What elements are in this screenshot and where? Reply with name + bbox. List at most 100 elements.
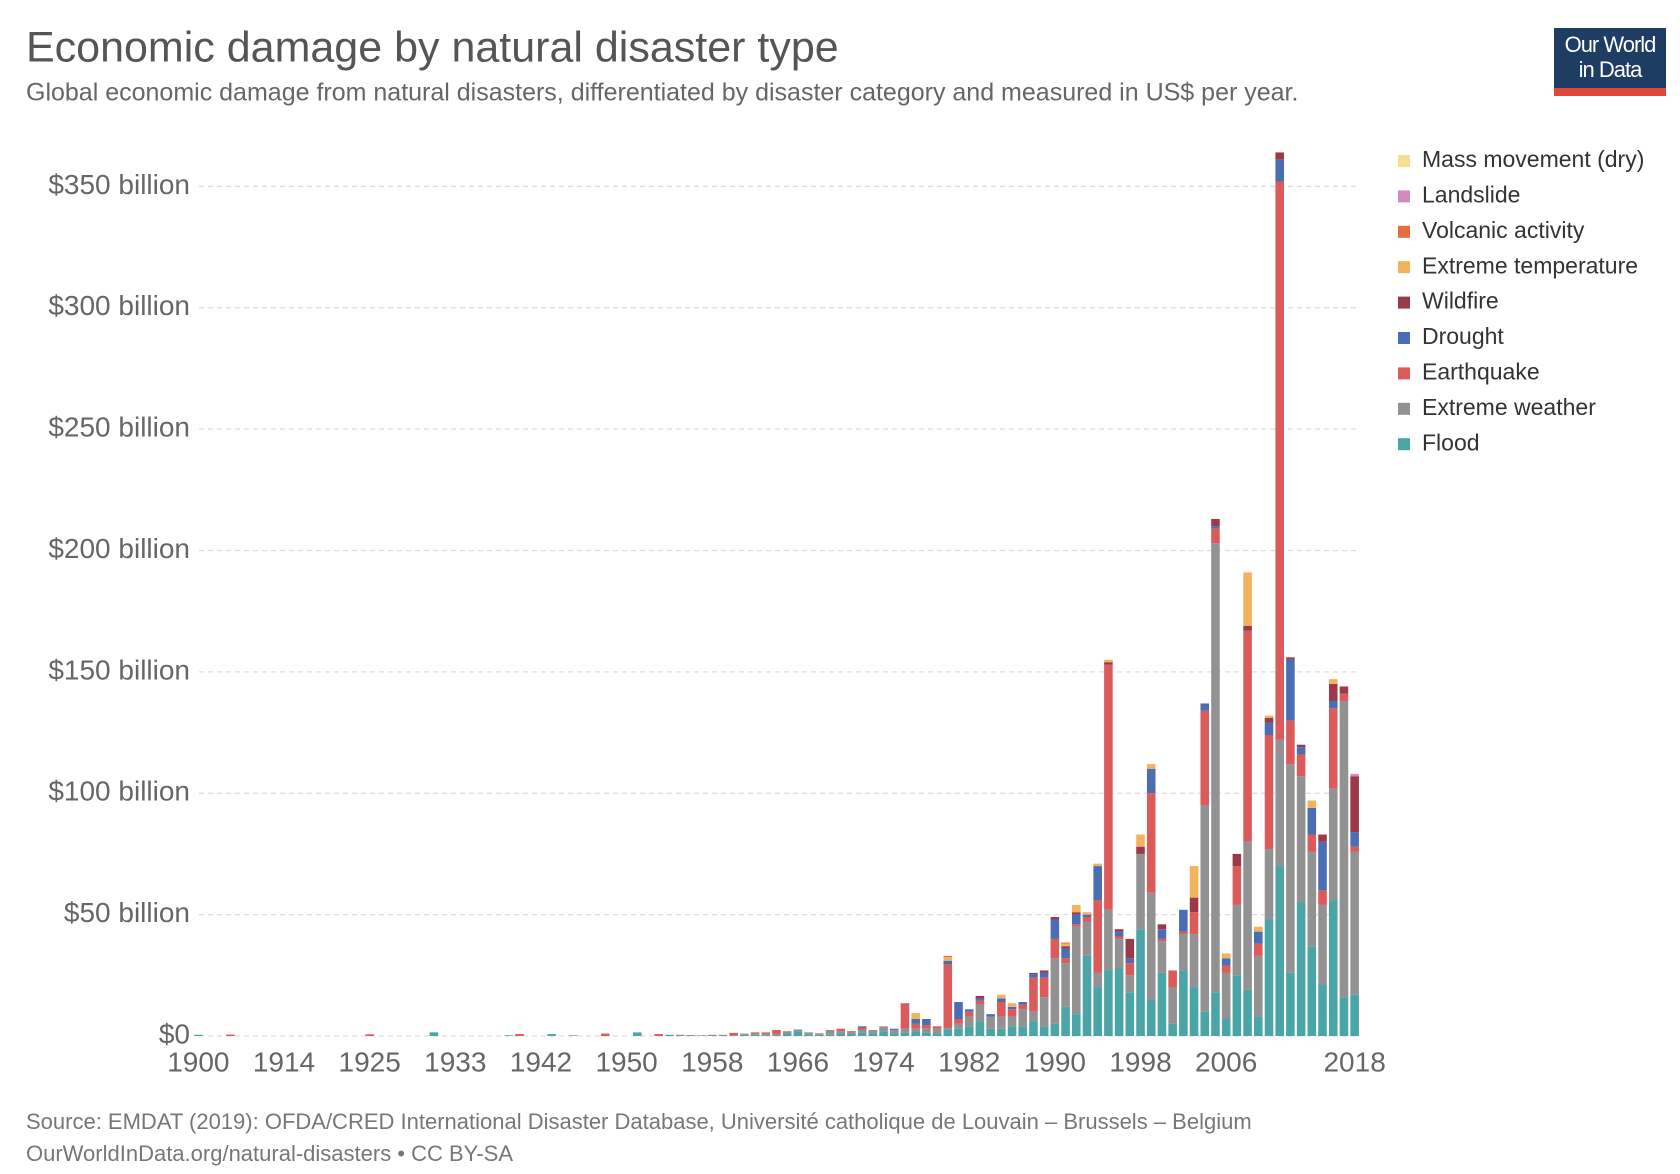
bar-segment [600, 1033, 610, 1036]
bar-segment [943, 964, 953, 1028]
bar-segment [1104, 664, 1113, 910]
bar-segment [1071, 912, 1081, 915]
bar-segment [1050, 1023, 1060, 1036]
bar-segment [1221, 1019, 1231, 1036]
bar-segment [1125, 963, 1135, 976]
bar-segment [1243, 841, 1252, 990]
bar-segment [1307, 807, 1317, 835]
bar-segment [954, 1023, 963, 1029]
bar-segment [847, 1031, 856, 1033]
bar-segment [1179, 970, 1188, 1036]
legend-label: Drought [1422, 323, 1504, 349]
bar-segment [1243, 989, 1252, 1036]
legend-swatch [1398, 402, 1410, 415]
legend-swatch [1398, 225, 1410, 238]
bar-segment [1071, 914, 1081, 925]
bar-segment [997, 998, 1006, 1003]
bar-segment [986, 1016, 995, 1029]
bar-segment [1264, 919, 1274, 1036]
bar-segment [1061, 1006, 1070, 1036]
bar-segment [1146, 793, 1156, 893]
bar-segment [964, 1016, 974, 1027]
bar-segment [1264, 849, 1274, 920]
bar-segment [750, 1033, 760, 1035]
bar-segment [857, 1026, 867, 1028]
bar-segment [1007, 1003, 1017, 1007]
bar-segment [1211, 992, 1220, 1036]
bar-segment [1350, 776, 1359, 833]
bar-segment [1071, 904, 1081, 913]
legend-swatch [1398, 261, 1410, 274]
bar-segment [1254, 1016, 1263, 1036]
bar-segment [932, 1026, 942, 1029]
bar-segment [1146, 768, 1156, 794]
bar-segment [194, 1034, 203, 1036]
logo-box [1554, 28, 1666, 88]
bar-segment [750, 1032, 760, 1034]
bar-segment [1339, 997, 1349, 1036]
bar-segment [1350, 773, 1359, 777]
bar-segment [1093, 900, 1102, 973]
bar-segment [1061, 942, 1070, 944]
bar-segment [1125, 938, 1135, 959]
bar-segment [1264, 718, 1274, 723]
bar-segment [857, 1032, 867, 1036]
bar-segment [1007, 1026, 1017, 1036]
bar-segment [1168, 987, 1177, 1024]
x-tick-label: 1966 [767, 1046, 829, 1077]
y-tick-label: $150 billion [48, 654, 190, 685]
bar-segment [1039, 977, 1049, 998]
bar-segment [1125, 975, 1135, 993]
bar-segment [1350, 851, 1359, 995]
bar-segment [1071, 1014, 1081, 1036]
bar-segment [1104, 909, 1113, 971]
bar-segment [429, 1032, 439, 1036]
bar-segment [1221, 972, 1231, 1020]
legend-swatch [1398, 332, 1410, 344]
logo[interactable]: Our World in Data [1554, 28, 1666, 96]
bar-segment [836, 1028, 846, 1032]
bar-segment [1211, 518, 1220, 527]
bar-segment [1286, 764, 1295, 973]
bar-segment [226, 1034, 235, 1036]
bar-segment [922, 1028, 931, 1033]
bar-segment [879, 1026, 888, 1032]
bar-segment [1029, 972, 1038, 975]
legend-label: Volcanic activity [1422, 217, 1585, 243]
bar-segment [782, 1031, 792, 1034]
bar-segment [1136, 834, 1145, 847]
bar-segment [1286, 657, 1295, 660]
bar-segment [1029, 977, 1038, 1012]
bar-segment [1082, 914, 1092, 918]
bar-segment [1157, 972, 1167, 1036]
x-tick-label: 1958 [681, 1046, 743, 1077]
bar-segment [943, 955, 953, 958]
bar-segment [911, 1012, 920, 1020]
bar-segment [1114, 968, 1124, 1036]
bar-segment [1328, 900, 1338, 1036]
bar-segment [665, 1034, 674, 1036]
bar-segment [1146, 764, 1156, 769]
legend-label: Extreme temperature [1422, 252, 1638, 278]
bar-segment [954, 1019, 963, 1024]
bar-segment [815, 1034, 824, 1036]
bar-segment [1114, 936, 1124, 939]
bar-segment [761, 1032, 771, 1034]
x-tick-label: 1942 [510, 1046, 572, 1077]
bar-segment [1018, 1004, 1028, 1010]
bar-segment [761, 1033, 771, 1036]
bar-segment [954, 1028, 963, 1036]
bar-segment [1318, 841, 1327, 891]
bar-segment [1104, 970, 1113, 1036]
y-tick-label: $350 billion [48, 169, 190, 200]
bar-segment [729, 1032, 738, 1036]
chart-title: Economic damage by natural disaster type [26, 23, 839, 71]
legend-label: Earthquake [1422, 358, 1540, 384]
footer-note: OurWorldInData.org/natural-disasters • C… [26, 1141, 513, 1166]
bar-segment [932, 1033, 942, 1036]
x-tick-label: 1914 [253, 1046, 315, 1077]
bar-segment [568, 1035, 578, 1036]
bar-segment [986, 1014, 995, 1017]
bars [194, 152, 1359, 1036]
bar-segment [975, 995, 985, 999]
